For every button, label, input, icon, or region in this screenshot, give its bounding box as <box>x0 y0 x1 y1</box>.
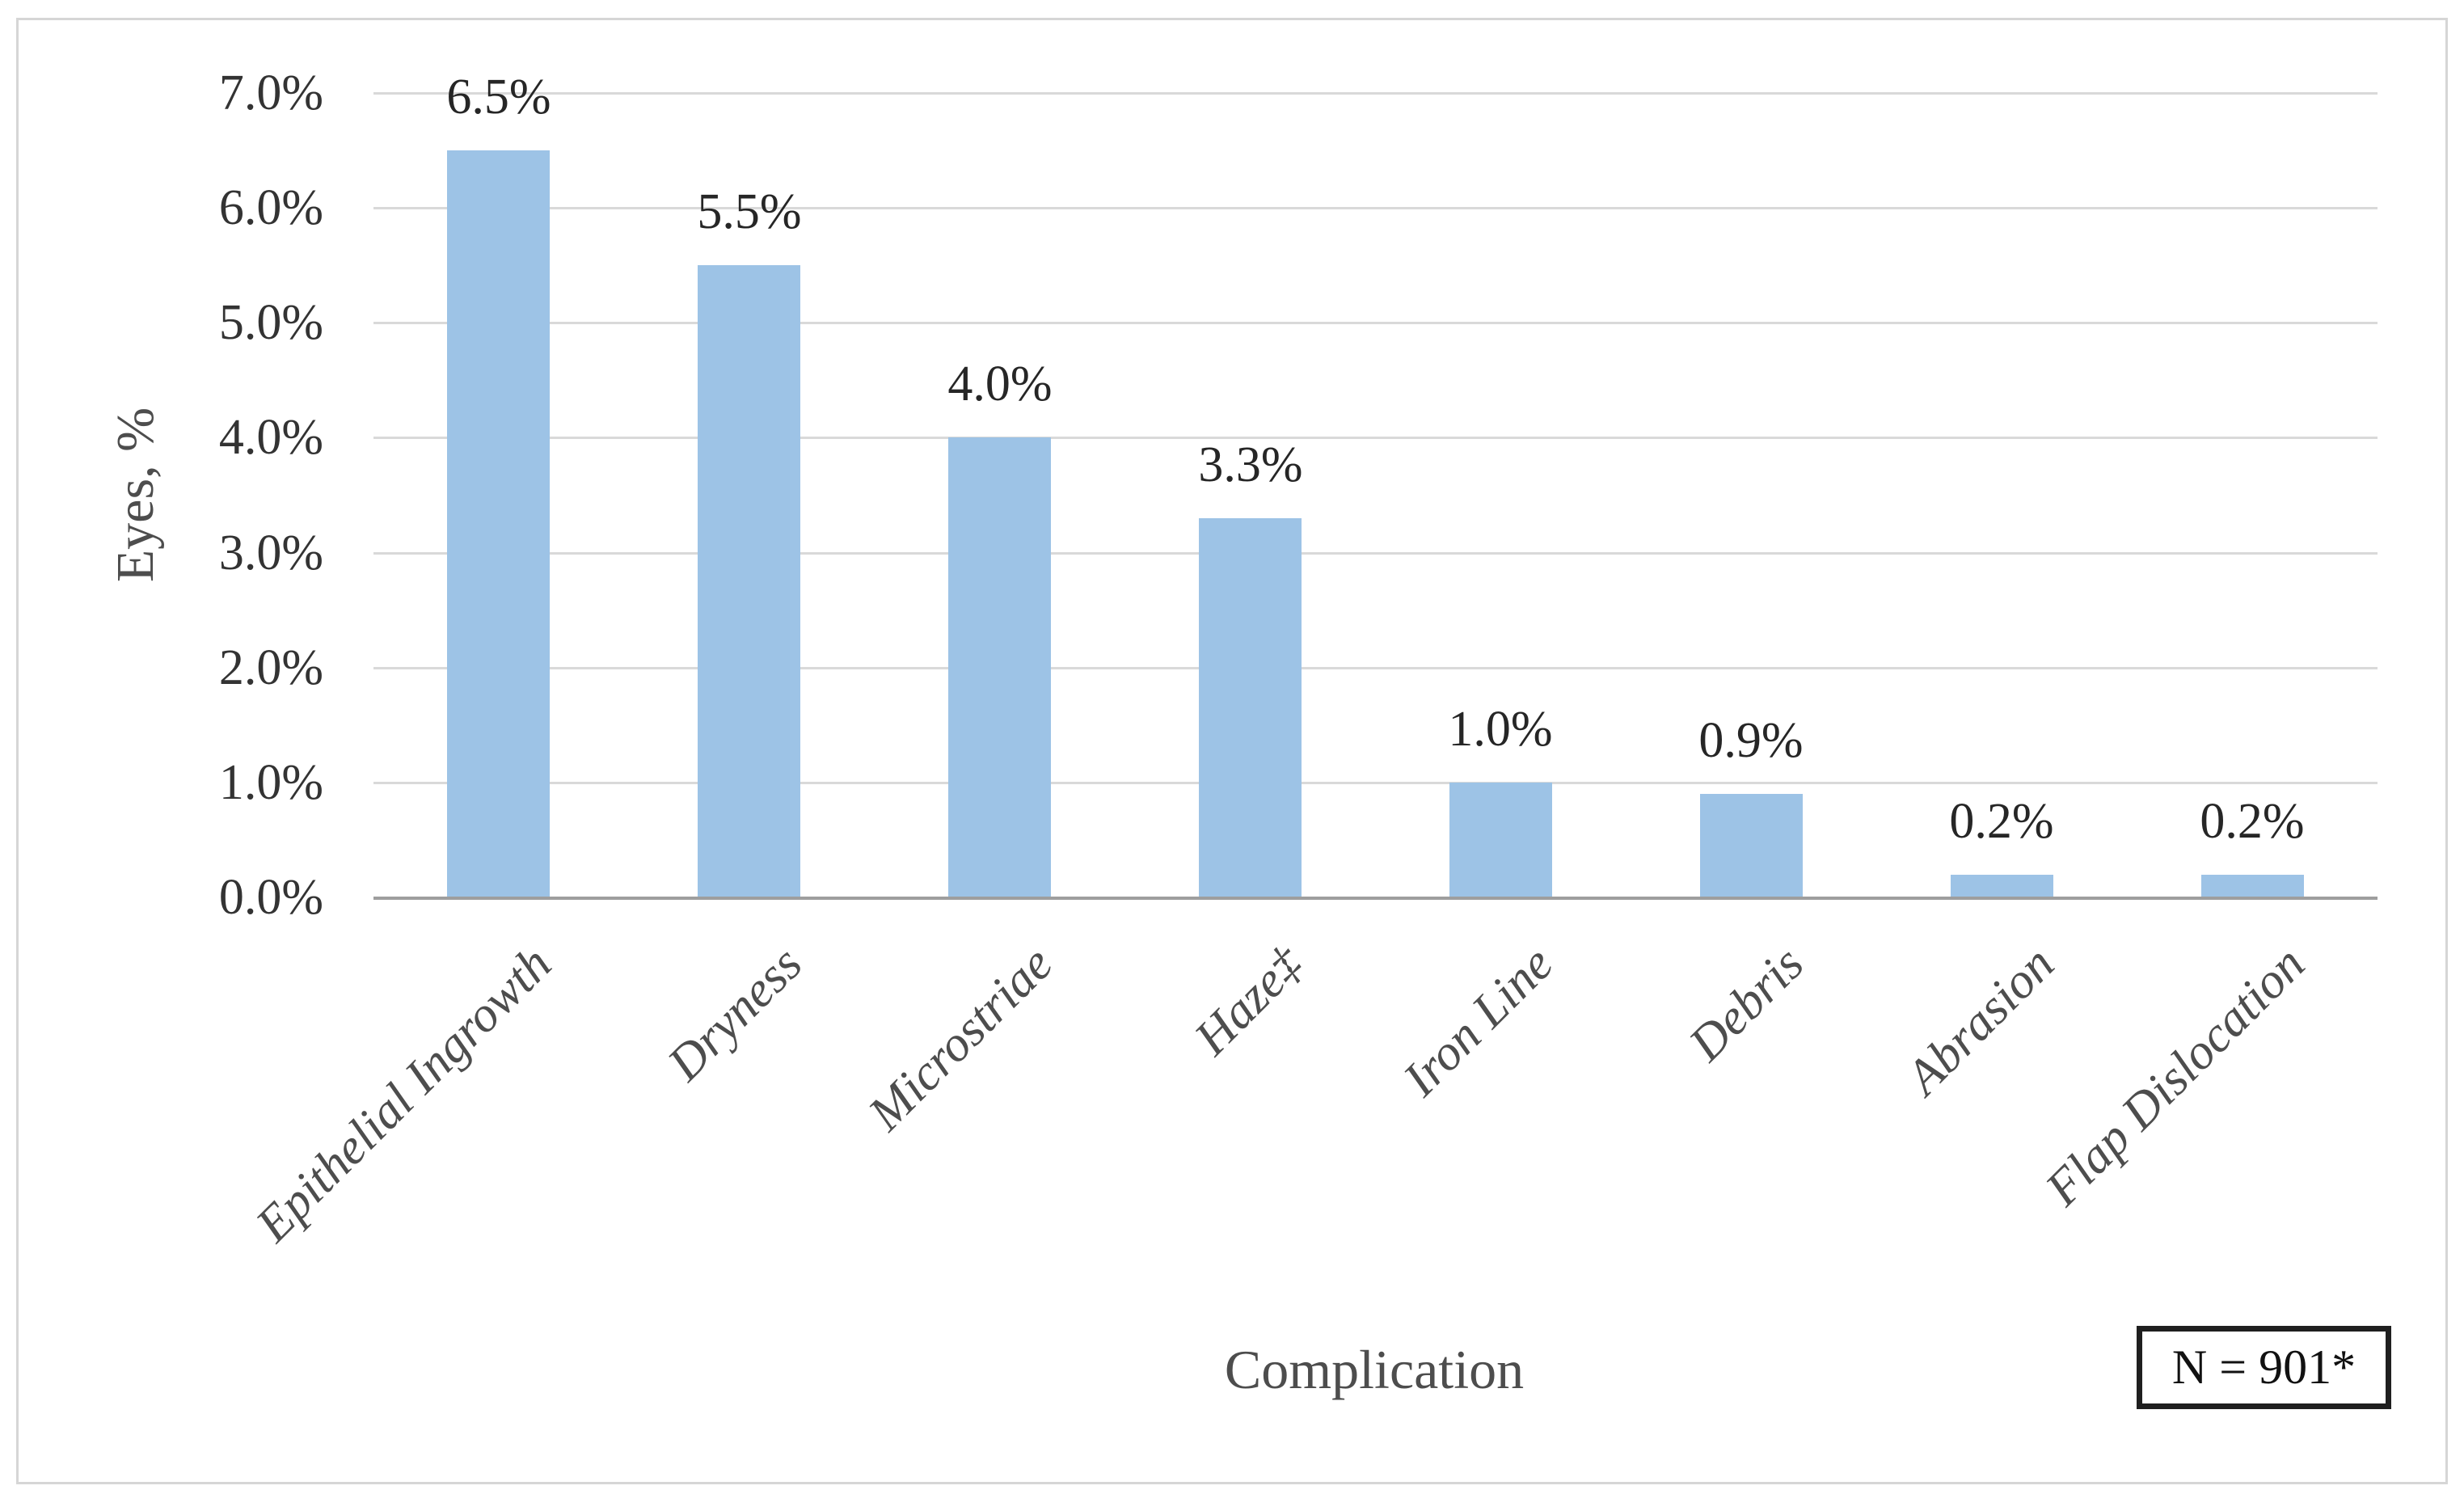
x-category-label: Epithelial Ingrowth <box>245 936 563 1253</box>
gridline <box>373 437 2378 440</box>
bar <box>1700 794 1803 897</box>
y-tick-label: 1.0% <box>218 754 323 810</box>
bar-value-label: 0.2% <box>1949 794 2054 849</box>
bar <box>1449 783 1552 897</box>
y-tick-label: 4.0% <box>218 410 323 466</box>
y-tick-label: 7.0% <box>218 65 323 120</box>
bar <box>948 437 1051 897</box>
x-axis-title: Complication <box>1224 1339 1525 1400</box>
gridline <box>373 666 2378 669</box>
bar <box>698 265 800 897</box>
bar-value-label: 4.0% <box>947 357 1053 412</box>
bar <box>1951 875 2053 897</box>
y-tick-label: 6.0% <box>218 180 323 236</box>
y-axis-title: Eyes, % <box>106 407 165 583</box>
bar <box>2201 875 2304 897</box>
bar-value-label: 1.0% <box>1448 702 1553 757</box>
bar <box>447 150 550 897</box>
gridline <box>373 551 2378 555</box>
y-tick-label: 3.0% <box>218 525 323 580</box>
sample-size-annotation-box: N = 901* <box>2137 1326 2391 1409</box>
bar-value-label: 5.5% <box>697 184 802 239</box>
bar-value-label: 0.2% <box>2200 794 2305 849</box>
gridline <box>373 92 2378 95</box>
y-tick-label: 0.0% <box>218 870 323 925</box>
y-tick-label: 2.0% <box>218 639 323 695</box>
bar-value-label: 3.3% <box>1198 437 1303 492</box>
sample-size-text: N = 901* <box>2171 1340 2356 1394</box>
bar <box>1199 518 1302 897</box>
bar-value-label: 6.5% <box>446 70 551 125</box>
bar-value-label: 0.9% <box>1698 713 1804 768</box>
x-axis-line <box>373 897 2378 900</box>
y-tick-label: 5.0% <box>218 295 323 351</box>
gridline <box>373 781 2378 784</box>
gridline <box>373 322 2378 325</box>
gridline <box>373 207 2378 210</box>
